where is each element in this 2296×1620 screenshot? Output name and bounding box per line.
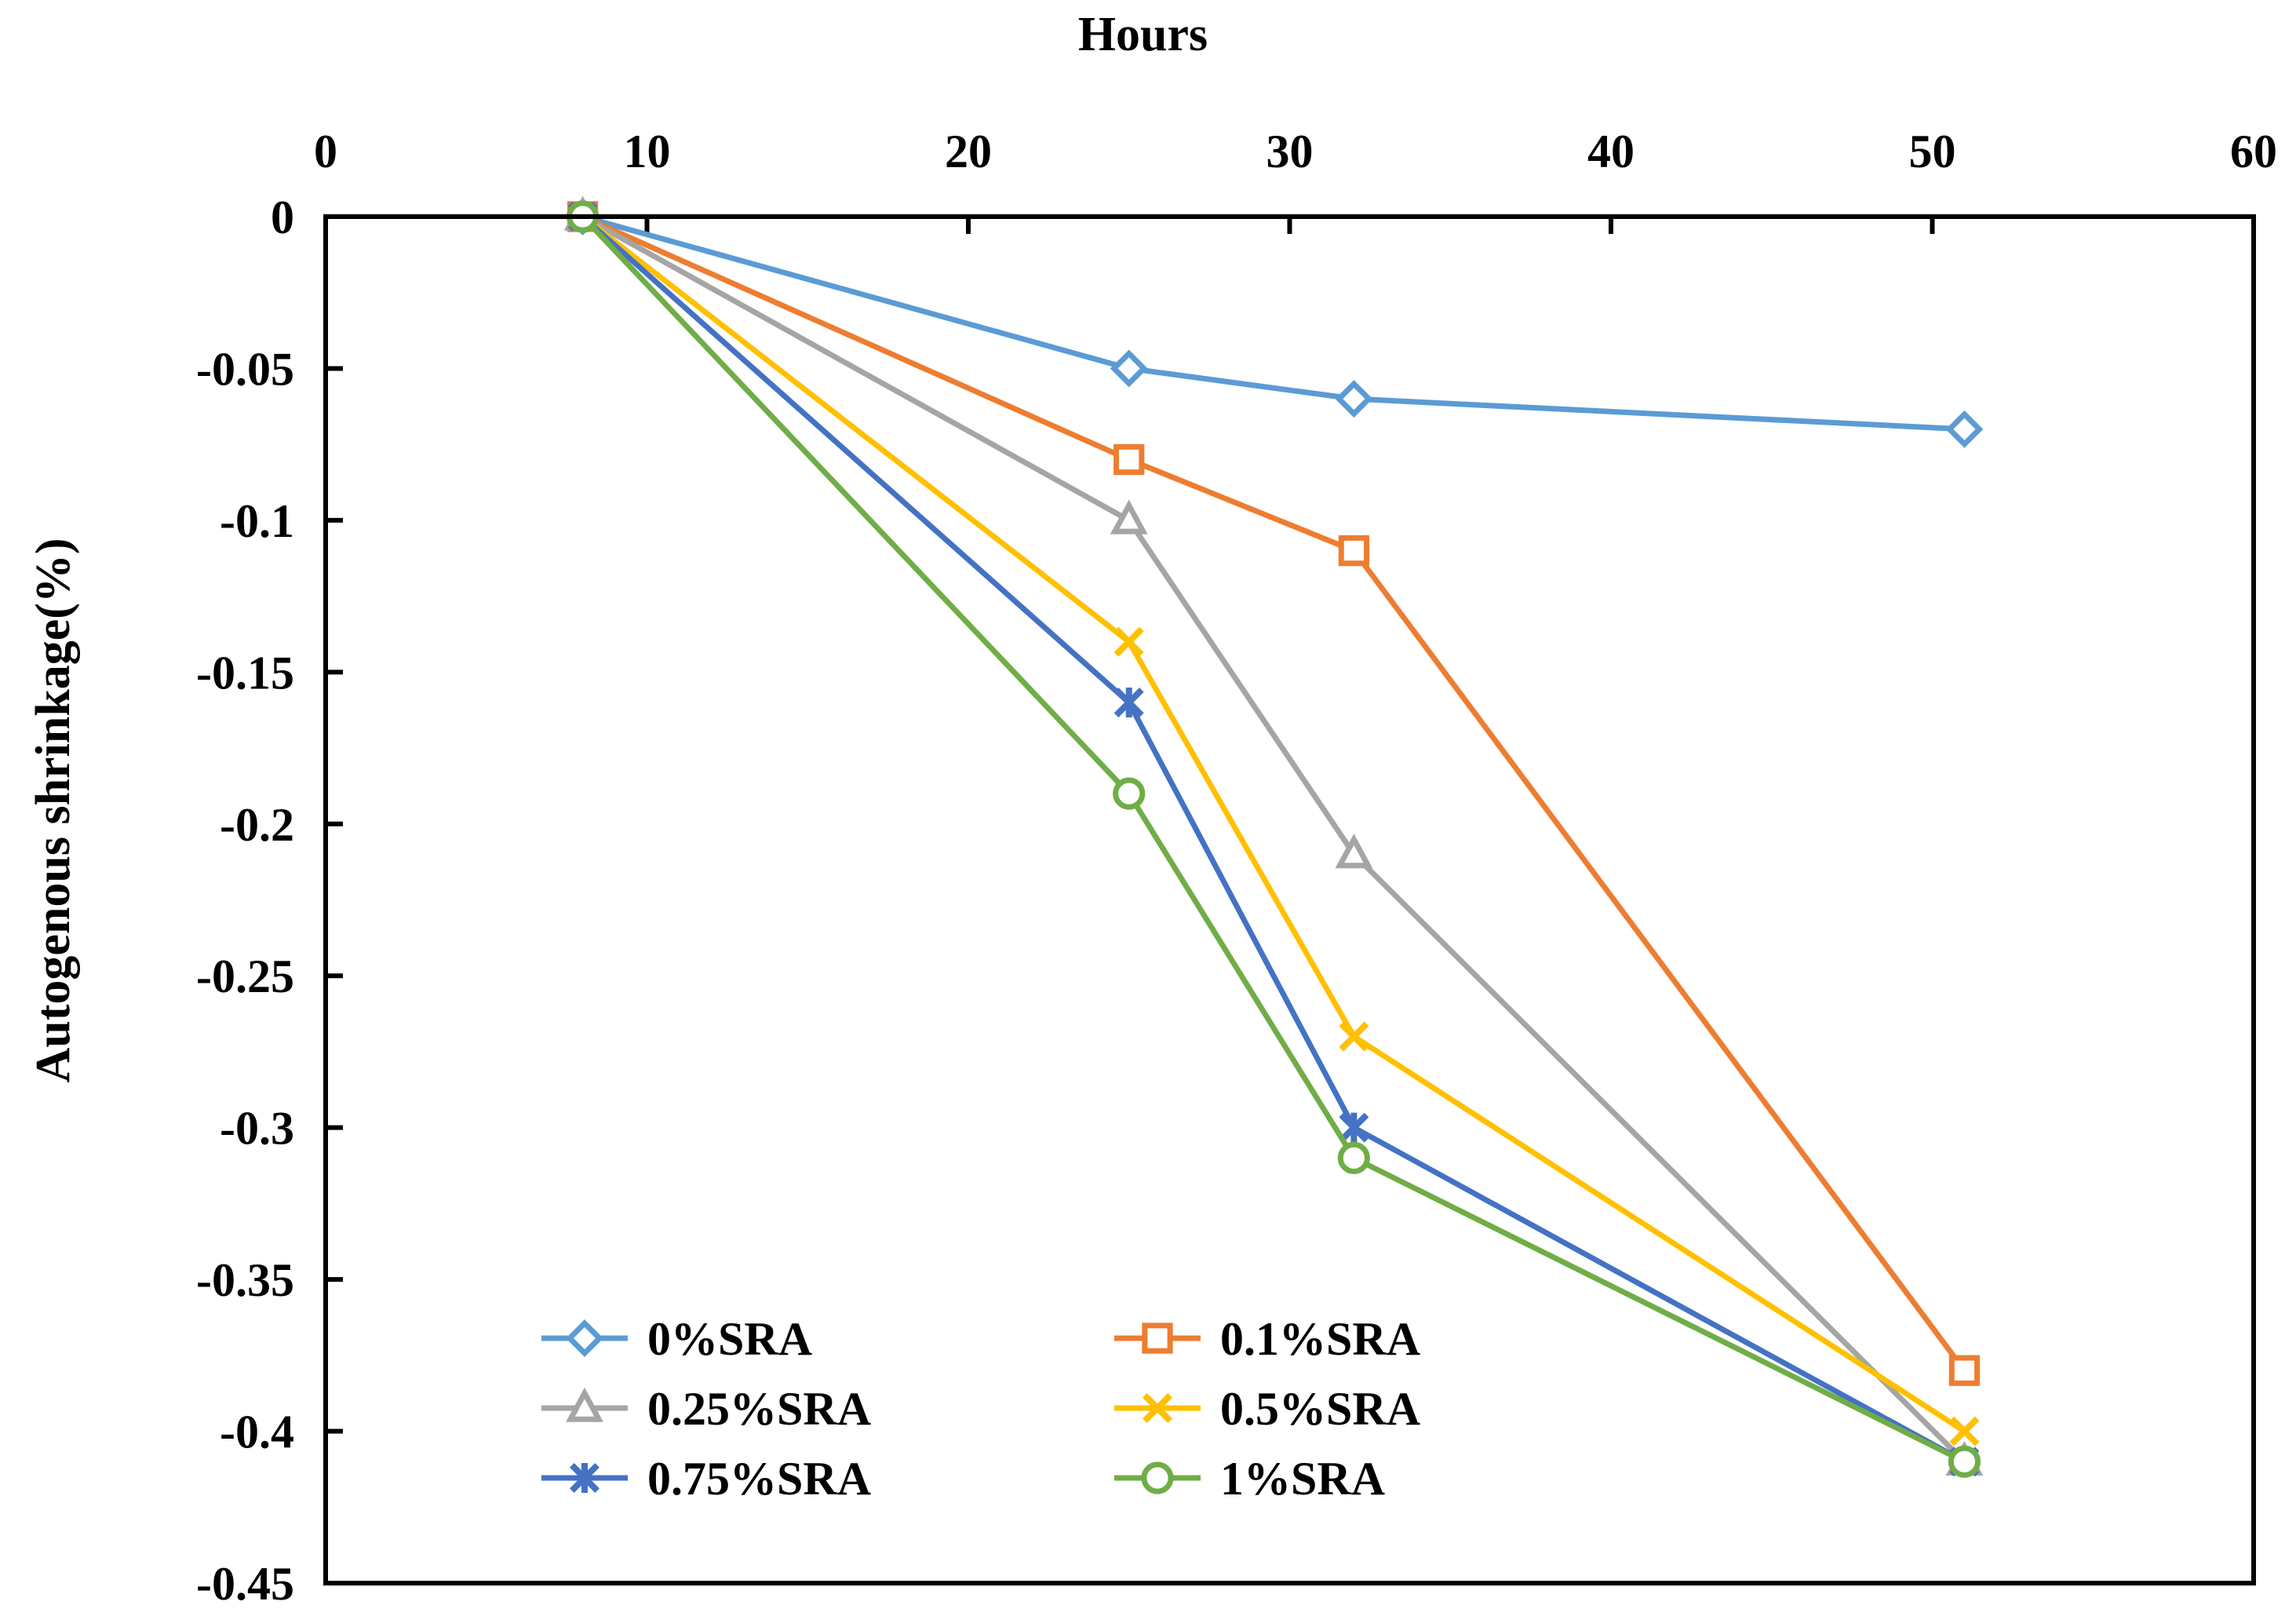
data-point-marker: [1338, 535, 1370, 567]
data-point-marker: [1335, 380, 1373, 418]
legend-swatch-marker: [566, 1387, 603, 1422]
legend-label: 0.75%SRA: [647, 1453, 871, 1505]
legend-item: 0.75%SRA: [541, 1453, 871, 1505]
series-0-75pct-sra: [567, 202, 1980, 1477]
legend-swatch-marker: [1143, 1393, 1172, 1423]
x-tick-label: 20: [945, 126, 992, 177]
y-tick-label: -0.05: [196, 343, 294, 395]
legend-label: 0.1%SRA: [1220, 1313, 1420, 1365]
data-point-marker: [1113, 688, 1144, 718]
data-point-marker: [1948, 1355, 1981, 1386]
legend: 0%SRA 0.1%SRA 0.25%SRA 0.5%SRA 0.75%SRA 1%SRA: [541, 1313, 1420, 1505]
series-line: [580, 213, 1967, 1374]
data-point-marker: [1339, 1021, 1369, 1052]
data-point-marker: [1949, 1416, 1980, 1447]
y-axis-title: Autogenous shrinkage(%): [27, 538, 80, 1082]
x-axis-title: Hours: [1078, 8, 1208, 61]
series-line: [580, 213, 1967, 1465]
data-point-marker: [1339, 1112, 1369, 1143]
legend-swatch-marker: [570, 1463, 600, 1493]
series-line: [580, 213, 1967, 432]
data-point-marker: [1335, 834, 1373, 869]
legend-item: 0.1%SRA: [1114, 1313, 1420, 1365]
data-point-marker: [1113, 777, 1146, 810]
x-tick-label: 60: [2230, 126, 2277, 177]
x-tick-label: 0: [314, 126, 337, 177]
x-tick-label: 50: [1909, 126, 1956, 177]
legend-item: 1%SRA: [1114, 1453, 1385, 1505]
data-point-marker: [1110, 499, 1148, 535]
x-tick-label: 30: [1266, 126, 1314, 177]
data-point-marker: [1948, 1445, 1981, 1478]
legend-swatch-marker: [1141, 1461, 1174, 1494]
data-point-marker: [1113, 443, 1145, 476]
legend-swatch-marker: [566, 1319, 603, 1357]
y-tick-label: -0.15: [196, 647, 294, 699]
y-tick-label: -0.25: [196, 950, 294, 1002]
legend-label: 0.25%SRA: [647, 1383, 871, 1435]
legend-item: 0.25%SRA: [541, 1383, 871, 1435]
data-point-marker: [1945, 410, 1984, 448]
y-tick-label: -0.45: [196, 1558, 294, 1610]
legend-swatch-marker: [1142, 1323, 1173, 1354]
y-tick-label: 0: [271, 192, 294, 243]
legend-item: 0%SRA: [541, 1313, 812, 1365]
y-tick-label: -0.1: [220, 495, 294, 547]
data-point-marker: [1110, 349, 1148, 388]
series-line: [580, 213, 1967, 1465]
legend-item: 0.5%SRA: [1114, 1383, 1420, 1435]
data-point-marker: [1337, 1141, 1371, 1174]
plot-area-frame: [323, 214, 2256, 1585]
legend-label: 0.5%SRA: [1220, 1383, 1420, 1435]
series-line: [580, 213, 1967, 1435]
series-0-1pct-sra: [567, 201, 1981, 1386]
data-point-marker: [1113, 626, 1144, 657]
y-tick-label: -0.3: [220, 1103, 294, 1155]
legend-label: 0%SRA: [647, 1313, 812, 1365]
y-tick-label: -0.2: [220, 799, 294, 851]
legend-label: 1%SRA: [1220, 1453, 1385, 1505]
series-layer: [563, 195, 1984, 1478]
y-tick-label: -0.35: [196, 1254, 294, 1306]
x-tick-label: 40: [1587, 126, 1635, 177]
series-line: [580, 213, 1967, 1465]
labels-layer: 0 10 20 30 40 50 60 0 -0.05 -0.1 -0.15 -0.2 -0.25 -0.…: [196, 126, 2277, 1610]
x-tick-label: 10: [624, 126, 671, 177]
y-tick-label: -0.4: [220, 1407, 294, 1458]
